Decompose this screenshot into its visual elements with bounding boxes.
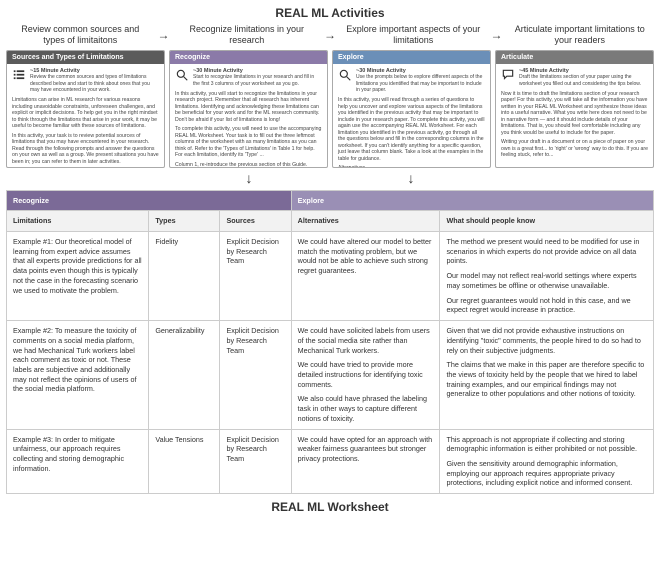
- cell-know: This approach is not appropriate if coll…: [440, 429, 654, 494]
- cell-alternatives: We could have opted for an approach with…: [291, 429, 440, 494]
- arrow-down-icon: ↓: [330, 170, 492, 186]
- cell-alternatives: We could have solicited labels from user…: [291, 321, 440, 429]
- arrow-right-icon: →: [321, 28, 339, 42]
- cell-limitation: Example #1: Our theoretical model of lea…: [7, 232, 149, 321]
- section-header: Explore: [291, 190, 653, 211]
- card-body: ~15 Minute ActivityReview the common sou…: [7, 64, 164, 167]
- arrow-right-icon: →: [488, 28, 506, 42]
- step-label: Review common sources and types of limit…: [6, 24, 155, 46]
- arrow-down-icon: ↓: [168, 170, 330, 186]
- cell-type: Fidelity: [149, 232, 220, 321]
- cell-limitation: Example #2: To measure the toxicity of c…: [7, 321, 149, 429]
- arrow-down-icon: [6, 170, 168, 186]
- table-row: Example #1: Our theoretical model of lea…: [7, 232, 654, 321]
- activity-text: ~15 Minute ActivityReview the common sou…: [30, 68, 159, 94]
- activity-card: Recognize ~30 Minute ActivityStart to rec…: [169, 50, 328, 168]
- list-icon: [12, 68, 26, 82]
- down-arrows: ↓↓: [0, 168, 660, 190]
- section-header: Recognize: [7, 190, 292, 211]
- table-row: Example #2: To measure the toxicity of c…: [7, 321, 654, 429]
- cards-row: Sources and Types of Limitations ~15 Minu…: [0, 46, 660, 168]
- activity-text: ~30 Minute ActivityStart to recognize li…: [193, 68, 322, 87]
- column-header: Types: [149, 211, 220, 232]
- column-header: What should people know: [440, 211, 654, 232]
- cell-alternatives: We could have altered our model to bette…: [291, 232, 440, 321]
- footer-title: REAL ML Worksheet: [0, 494, 660, 520]
- card-paragraph: In this activity, you will read through …: [338, 97, 485, 162]
- cell-type: Generalizability: [149, 321, 220, 429]
- cell-type: Value Tensions: [149, 429, 220, 494]
- activity-card: Sources and Types of Limitations ~15 Minu…: [6, 50, 165, 168]
- card-paragraph: Writing your draft in a document or on a…: [501, 139, 648, 159]
- column-header: Alternatives: [291, 211, 440, 232]
- page-title: REAL ML Activities: [0, 0, 660, 24]
- card-paragraph: Now it is time to draft the limitations …: [501, 91, 648, 137]
- arrow-right-icon: →: [155, 28, 173, 42]
- activity-text: ~30 Minute ActivityUse the prompts below…: [356, 68, 485, 94]
- activity-card: Articulate ~45 Minute ActivityDraft the l…: [495, 50, 654, 168]
- step-label: Explore important aspects of your limita…: [339, 24, 488, 46]
- chat-icon: [501, 68, 515, 82]
- steps-row: Review common sources and types of limit…: [0, 24, 660, 46]
- card-header: Explore: [333, 51, 490, 64]
- magnify-icon: [338, 68, 352, 82]
- card-paragraph: Alternatives: [338, 165, 485, 166]
- column-header: Sources: [220, 211, 291, 232]
- cell-know: Given that we did not provide exhaustive…: [440, 321, 654, 429]
- card-paragraph: In this activity, your task is to review…: [12, 133, 159, 166]
- magnify-icon: [175, 68, 189, 82]
- card-paragraph: Column 1, re-introduce the previous sect…: [175, 162, 322, 167]
- column-header: Limitations: [7, 211, 149, 232]
- cell-source: Explicit Decision by Research Team: [220, 232, 291, 321]
- card-paragraph: In this activity, you will start to reco…: [175, 91, 322, 124]
- cell-source: Explicit Decision by Research Team: [220, 321, 291, 429]
- worksheet-table: RecognizeExplore LimitationsTypesSources…: [6, 190, 654, 495]
- card-paragraph: Limitations can arise in ML research for…: [12, 97, 159, 130]
- activity-text: ~45 Minute ActivityDraft the limitations…: [519, 68, 648, 87]
- cell-know: The method we present would need to be m…: [440, 232, 654, 321]
- card-body: ~30 Minute ActivityStart to recognize li…: [170, 64, 327, 167]
- arrow-down-icon: [492, 170, 654, 186]
- card-header: Articulate: [496, 51, 653, 64]
- card-header: Recognize: [170, 51, 327, 64]
- step-label: Articulate important limitations to your…: [506, 24, 655, 46]
- card-paragraph: To complete this activity, you will need…: [175, 126, 322, 159]
- cell-source: Explicit Decision by Research Team: [220, 429, 291, 494]
- card-body: ~30 Minute ActivityUse the prompts below…: [333, 64, 490, 167]
- table-row: Example #3: In order to mitigate unfairn…: [7, 429, 654, 494]
- card-body: ~45 Minute ActivityDraft the limitations…: [496, 64, 653, 167]
- card-header: Sources and Types of Limitations: [7, 51, 164, 64]
- activity-card: Explore ~30 Minute ActivityUse the prompt…: [332, 50, 491, 168]
- cell-limitation: Example #3: In order to mitigate unfairn…: [7, 429, 149, 494]
- step-label: Recognize limitations in your research: [173, 24, 322, 46]
